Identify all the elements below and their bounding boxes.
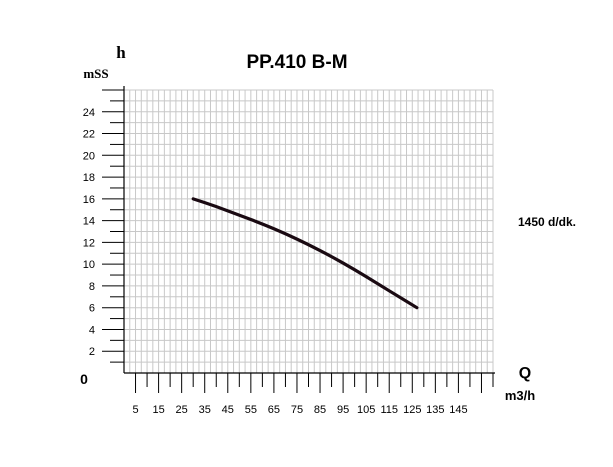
x-tick-labels: 5 15 25 35 45 55 65 75 85 95 105 115 125 135 145	[132, 404, 467, 416]
x-tick-label: 55	[245, 404, 257, 416]
x-tick-label: 85	[314, 404, 326, 416]
y-tick-label: 4	[89, 324, 95, 336]
axes	[102, 86, 495, 393]
x-tick-label: 65	[268, 404, 280, 416]
x-tick-label: 125	[403, 404, 421, 416]
y-tick-label: 20	[83, 150, 95, 162]
y-tick-label: 6	[89, 303, 95, 315]
x-tick-label: 45	[222, 404, 234, 416]
y-tick-label: 2	[89, 346, 95, 358]
x-tick-label: 115	[380, 404, 398, 416]
x-tick-label: 15	[152, 404, 164, 416]
y-tick-label: 18	[83, 172, 95, 184]
y-tick-label: 24	[83, 107, 95, 119]
grid	[124, 89, 494, 373]
x-tick-label: 5	[132, 404, 138, 416]
x-tick-label: 75	[291, 404, 303, 416]
x-axis-unit: m3/h	[505, 388, 535, 403]
x-axis-label: Q	[519, 365, 531, 382]
y-axis-unit: mSS	[83, 66, 108, 81]
y-tick-label: 12	[83, 237, 95, 249]
origin-zero-label: 0	[80, 371, 88, 387]
x-tick-label: 105	[357, 404, 375, 416]
pump-curve-line	[191, 197, 419, 310]
x-tick-label: 35	[199, 404, 211, 416]
y-tick-label: 8	[89, 281, 95, 293]
x-tick-label: 135	[426, 404, 444, 416]
x-tick-label: 25	[176, 404, 188, 416]
series-layer	[191, 197, 419, 310]
y-axis-label: h	[116, 43, 126, 62]
speed-label: 1450 d/dk.	[518, 215, 576, 229]
y-tick-label: 16	[83, 194, 95, 206]
x-tick-label: 145	[449, 404, 467, 416]
chart-title: PP.410 B-M	[246, 52, 347, 73]
y-tick-label: 10	[83, 259, 95, 271]
y-tick-label: 22	[83, 129, 95, 141]
x-tick-label: 95	[337, 404, 349, 416]
y-tick-label: 14	[83, 216, 95, 228]
